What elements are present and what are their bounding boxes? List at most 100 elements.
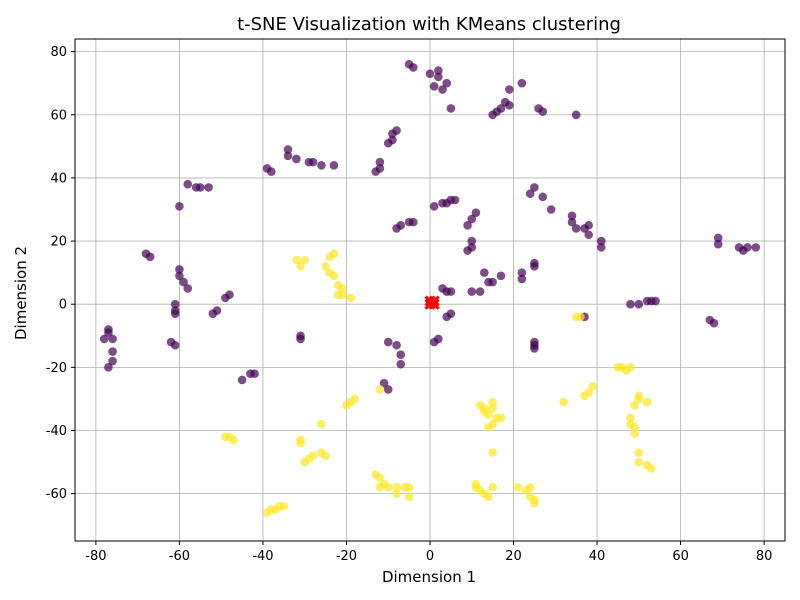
- cluster-1-point: [229, 435, 239, 445]
- cluster-1-point: [530, 498, 539, 508]
- cluster-0-point: [434, 72, 443, 82]
- chart-title: t-SNE Visualization with KMeans clusteri…: [237, 14, 621, 35]
- cluster-0-point: [429, 202, 439, 211]
- cluster-1-point: [484, 492, 493, 502]
- y-tick-label: 20: [50, 235, 67, 250]
- cluster-0-point: [496, 104, 506, 113]
- cluster-0-point: [479, 268, 489, 277]
- cluster-0-point: [292, 154, 301, 164]
- cluster-0-point: [145, 252, 155, 262]
- cluster-0-point: [195, 183, 205, 192]
- cluster-0-point: [108, 334, 117, 344]
- cluster-0-point: [179, 277, 188, 287]
- x-tick-label: -40: [252, 549, 273, 564]
- data-points: [99, 59, 761, 517]
- cluster-1-point: [317, 419, 326, 429]
- cluster-1-point: [584, 388, 594, 397]
- cluster-1-point: [375, 473, 385, 483]
- cluster-0-point: [463, 220, 472, 230]
- cluster-0-point: [496, 271, 506, 281]
- cluster-0-point: [408, 63, 418, 72]
- cluster-1-point: [513, 483, 523, 492]
- cluster-0-point: [375, 157, 385, 167]
- cluster-0-point: [396, 350, 406, 360]
- cluster-0-point: [170, 340, 180, 350]
- centroid-marker: [428, 298, 440, 310]
- cluster-0-point: [634, 299, 644, 309]
- cluster-1-point: [404, 492, 414, 502]
- cluster-0-point: [488, 277, 497, 287]
- cluster-0-point: [108, 347, 117, 356]
- cluster-0-point: [571, 110, 581, 120]
- cluster-0-point: [108, 356, 117, 366]
- axis-ticks: -80 -60 -40 -20 0 20 40 60 80 -60 -40 -20 0 20 40 60 80: [46, 45, 773, 564]
- cluster-1-point: [346, 293, 355, 303]
- cluster-0-point: [530, 183, 539, 192]
- cluster-1-point: [488, 404, 497, 413]
- cluster-0-point: [596, 236, 606, 246]
- cluster-0-point: [538, 192, 548, 202]
- cluster-0-point: [713, 233, 723, 243]
- centroid-stroke: [428, 298, 440, 310]
- cluster-1-point: [296, 438, 305, 448]
- cluster-0-point: [467, 243, 477, 252]
- cluster-1-point: [321, 451, 330, 461]
- cluster-0-point: [546, 205, 556, 214]
- cluster-0-point: [283, 145, 293, 154]
- x-tick-label: -60: [169, 549, 190, 564]
- cluster-1-point: [375, 385, 385, 394]
- cluster-0-point: [175, 271, 184, 281]
- cluster-0-point: [237, 375, 247, 385]
- cluster-0-point: [596, 243, 606, 252]
- cluster-0-point: [329, 160, 339, 170]
- x-tick-label: 60: [672, 549, 689, 564]
- cluster-1-point: [404, 483, 414, 492]
- cluster-1-point: [308, 451, 318, 461]
- cluster-1-point: [321, 262, 330, 271]
- cluster-0-point: [530, 344, 539, 353]
- y-tick-label: -60: [46, 487, 67, 502]
- cluster-0-point: [467, 287, 477, 296]
- cluster-1-point: [329, 271, 339, 281]
- cluster-0-point: [442, 78, 452, 88]
- cluster-0-point: [475, 287, 485, 296]
- cluster-0-point: [183, 284, 193, 293]
- x-tick-label: -20: [336, 549, 357, 564]
- cluster-1-point: [488, 448, 497, 457]
- cluster-0-point: [434, 66, 443, 75]
- cluster-1-point: [634, 457, 644, 467]
- cluster-0-point: [175, 265, 184, 274]
- cluster-0-point: [709, 318, 719, 328]
- cluster-1-point: [630, 429, 639, 438]
- cluster-0-point: [392, 340, 401, 350]
- cluster-1-point: [383, 483, 393, 492]
- cluster-1-point: [488, 397, 497, 407]
- cluster-0-point: [225, 290, 234, 300]
- cluster-1-point: [350, 394, 360, 404]
- cluster-0-point: [383, 385, 393, 394]
- cluster-0-point: [450, 195, 460, 205]
- cluster-0-point: [204, 183, 213, 192]
- cluster-1-point: [471, 483, 481, 492]
- y-tick-label: 0: [59, 298, 67, 313]
- cluster-1-point: [647, 464, 656, 473]
- cluster-0-point: [584, 220, 594, 230]
- cluster-0-point: [446, 287, 456, 296]
- cluster-0-point: [567, 217, 577, 227]
- cluster-1-point: [626, 413, 635, 423]
- cluster-0-point: [383, 337, 393, 347]
- cluster-0-point: [471, 208, 481, 217]
- cluster-1-point: [559, 397, 568, 407]
- cluster-1-point: [496, 413, 506, 423]
- cluster-0-point: [212, 306, 222, 315]
- cluster-1-point: [525, 483, 535, 492]
- cluster-0-point: [99, 334, 109, 344]
- cluster-0-point: [467, 236, 477, 246]
- cluster-0-point: [308, 157, 318, 167]
- x-tick-label: 80: [756, 549, 773, 564]
- cluster-0-point: [751, 243, 761, 252]
- cluster-0-point: [170, 299, 180, 309]
- cluster-1-point: [484, 410, 493, 420]
